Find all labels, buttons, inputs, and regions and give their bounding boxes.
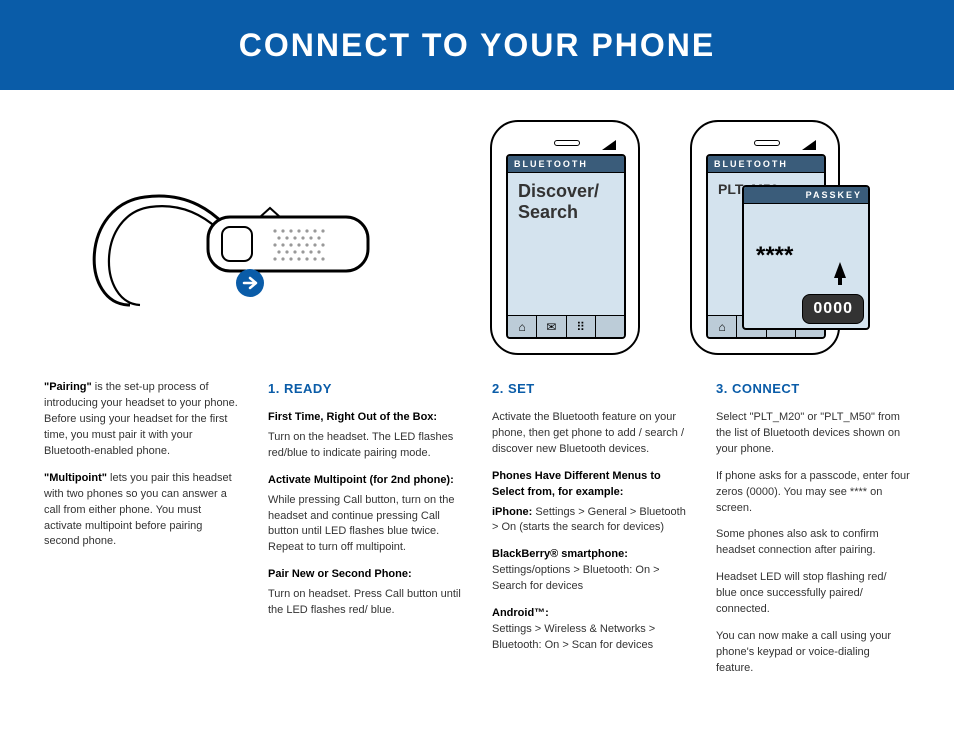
pairing-paragraph: "Pairing" is the set-up process of intro… [44, 380, 238, 460]
ready-sub1: First Time, Right Out of the Box: [268, 410, 462, 426]
ready-column: 1. READY First Time, Right Out of the Bo… [268, 380, 462, 688]
passkey-stars: **** [744, 204, 868, 270]
connect-p3: Some phones also ask to confirm headset … [716, 527, 910, 559]
connect-p1: Select "PLT_M20" or "PLT_M50" from the l… [716, 410, 910, 458]
ready-p3: Turn on headset. Press Call button until… [268, 587, 462, 619]
phone-nav-icons: ⌂ ✉ ⠿ [508, 315, 624, 337]
up-arrow-icon [834, 262, 846, 278]
ready-sub2: Activate Multipoint (for 2nd phone): [268, 473, 462, 489]
connect-column: 3. CONNECT Select "PLT_M20" or "PLT_M50"… [716, 380, 910, 688]
page-title: CONNECT TO YOUR PHONE [239, 27, 715, 64]
discover-text: Discover/ Search [508, 173, 624, 230]
illustration-row: BLUETOOTH Discover/ Search ⌂ ✉ ⠿ BLUETO [0, 90, 954, 380]
ready-p1: Turn on the headset. The LED flashes red… [268, 430, 462, 462]
connect-p2: If phone asks for a passcode, enter four… [716, 469, 910, 517]
set-heading: 2. SET [492, 380, 686, 399]
phone-passkey-illustration: BLUETOOTH PLT_M50 ⌂ ✉ ⠿ PASSKEY **** 000… [690, 110, 850, 360]
header-band: CONNECT TO YOUR PHONE [0, 0, 954, 90]
bluetooth-label: BLUETOOTH [508, 156, 624, 173]
set-column: 2. SET Activate the Bluetooth feature on… [492, 380, 686, 688]
set-blackberry: BlackBerry® smartphone:Settings/options … [492, 547, 686, 595]
set-sub1: Phones Have Different Menus to Select fr… [492, 469, 686, 501]
multipoint-paragraph: "Multipoint" lets you pair this headset … [44, 471, 238, 551]
set-android: Android™:Settings > Wireless & Networks … [492, 606, 686, 654]
mail-icon: ✉ [537, 316, 566, 337]
connect-heading: 3. CONNECT [716, 380, 910, 399]
passkey-popup: PASSKEY **** 0000 [742, 185, 870, 330]
pairing-term: "Pairing" [44, 381, 92, 393]
ready-sub3: Pair New or Second Phone: [268, 567, 462, 583]
connect-p5: You can now make a call using your phone… [716, 629, 910, 677]
phone-discover-illustration: BLUETOOTH Discover/ Search ⌂ ✉ ⠿ [490, 110, 650, 360]
ready-p2: While pressing Call button, turn on the … [268, 493, 462, 557]
home-icon: ⌂ [508, 316, 537, 337]
headset-illustration [60, 135, 400, 340]
passkey-label: PASSKEY [744, 187, 868, 204]
multipoint-term: "Multipoint" [44, 472, 107, 484]
blank-icon [596, 316, 624, 337]
intro-column: "Pairing" is the set-up process of intro… [44, 380, 238, 688]
headset-icon [60, 135, 400, 335]
set-p1: Activate the Bluetooth feature on your p… [492, 410, 686, 458]
connect-p4: Headset LED will stop flashing red/ blue… [716, 570, 910, 618]
bluetooth-label-2: BLUETOOTH [708, 156, 824, 173]
ready-heading: 1. READY [268, 380, 462, 399]
set-iphone: iPhone: Settings > General > Bluetooth >… [492, 505, 686, 537]
keypad-icon: ⠿ [567, 316, 596, 337]
passkey-code: 0000 [802, 294, 864, 324]
home-icon: ⌂ [708, 316, 737, 337]
content-columns: "Pairing" is the set-up process of intro… [0, 380, 954, 688]
